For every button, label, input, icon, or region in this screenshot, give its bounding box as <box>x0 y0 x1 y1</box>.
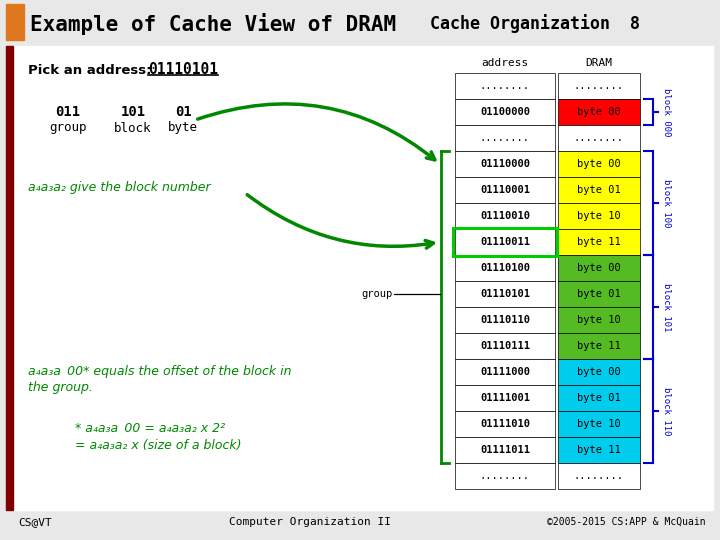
Text: ........: ........ <box>480 81 530 91</box>
Text: ........: ........ <box>574 81 624 91</box>
Text: group: group <box>49 122 86 134</box>
Text: byte 10: byte 10 <box>577 315 621 325</box>
Bar <box>455 437 555 463</box>
Text: byte 10: byte 10 <box>577 419 621 429</box>
Text: byte 00: byte 00 <box>577 263 621 273</box>
Bar <box>558 307 640 333</box>
Bar <box>558 411 640 437</box>
Bar <box>455 203 555 229</box>
Text: byte 01: byte 01 <box>577 289 621 299</box>
Bar <box>558 99 640 125</box>
Text: 01110111: 01110111 <box>480 341 530 351</box>
Text: byte 00: byte 00 <box>577 107 621 117</box>
Bar <box>558 203 640 229</box>
Bar <box>558 151 640 177</box>
Bar <box>558 229 640 255</box>
Text: 01110001: 01110001 <box>480 185 530 195</box>
Text: 01110100: 01110100 <box>480 263 530 273</box>
Text: 01: 01 <box>175 105 192 119</box>
Text: a₄a₃a 00* equals the offset of the block in: a₄a₃a 00* equals the offset of the block… <box>28 366 292 379</box>
Bar <box>455 385 555 411</box>
Text: DRAM: DRAM <box>585 58 613 68</box>
Text: byte 11: byte 11 <box>577 445 621 455</box>
Bar <box>13 46 713 510</box>
Text: 01110110: 01110110 <box>480 315 530 325</box>
Bar <box>455 281 555 307</box>
Text: ........: ........ <box>574 471 624 481</box>
Text: byte 01: byte 01 <box>577 185 621 195</box>
Bar <box>558 359 640 385</box>
Bar <box>455 307 555 333</box>
Bar <box>455 151 555 177</box>
Bar <box>455 359 555 385</box>
Text: 01111011: 01111011 <box>480 445 530 455</box>
Bar <box>455 463 555 489</box>
Bar <box>558 177 640 203</box>
Bar <box>558 333 640 359</box>
Text: 01100000: 01100000 <box>480 107 530 117</box>
Bar <box>6 4 24 40</box>
Text: byte 11: byte 11 <box>577 341 621 351</box>
Text: Computer Organization II: Computer Organization II <box>229 517 391 527</box>
Text: 01110010: 01110010 <box>480 211 530 221</box>
Text: 01111001: 01111001 <box>480 393 530 403</box>
Bar <box>455 333 555 359</box>
Text: the group.: the group. <box>28 381 93 395</box>
Text: * a₄a₃a 00 = a₄a₃a₂ x 2²: * a₄a₃a 00 = a₄a₃a₂ x 2² <box>75 422 225 435</box>
Text: 101: 101 <box>120 105 145 119</box>
Text: ........: ........ <box>574 133 624 143</box>
Text: block 000: block 000 <box>662 88 670 136</box>
Text: ........: ........ <box>480 471 530 481</box>
Text: block 100: block 100 <box>662 179 670 227</box>
Text: 01111000: 01111000 <box>480 367 530 377</box>
Bar <box>455 255 555 281</box>
Text: 01111010: 01111010 <box>480 419 530 429</box>
Text: 01110000: 01110000 <box>480 159 530 169</box>
Text: 01110101: 01110101 <box>480 289 530 299</box>
Bar <box>455 73 555 99</box>
Bar <box>558 385 640 411</box>
Text: byte 00: byte 00 <box>577 367 621 377</box>
Text: byte 01: byte 01 <box>577 393 621 403</box>
Text: block: block <box>114 122 152 134</box>
Text: group: group <box>361 289 393 299</box>
Bar <box>455 411 555 437</box>
Text: 011: 011 <box>55 105 81 119</box>
Bar <box>558 281 640 307</box>
Text: 01110101: 01110101 <box>148 63 218 78</box>
Text: ........: ........ <box>480 133 530 143</box>
Bar <box>455 229 555 255</box>
Bar <box>558 73 640 99</box>
Text: byte: byte <box>168 122 198 134</box>
Text: Example of Cache View of DRAM: Example of Cache View of DRAM <box>30 13 396 35</box>
Text: a₄a₃a₂ give the block number: a₄a₃a₂ give the block number <box>28 181 211 194</box>
Bar <box>558 463 640 489</box>
Text: Pick an address:: Pick an address: <box>28 64 151 77</box>
Text: = a₄a₃a₂ x (size of a block): = a₄a₃a₂ x (size of a block) <box>75 440 241 453</box>
Text: block 110: block 110 <box>662 387 670 435</box>
Bar <box>6 46 13 510</box>
Text: byte 00: byte 00 <box>577 159 621 169</box>
Bar <box>455 177 555 203</box>
Text: ©2005-2015 CS:APP & McQuain: ©2005-2015 CS:APP & McQuain <box>547 517 706 527</box>
Text: CS@VT: CS@VT <box>18 517 52 527</box>
Text: block 101: block 101 <box>662 283 670 331</box>
Bar <box>455 125 555 151</box>
Bar <box>558 437 640 463</box>
Bar <box>558 255 640 281</box>
Bar <box>453 228 557 256</box>
Text: byte 11: byte 11 <box>577 237 621 247</box>
Text: 01110011: 01110011 <box>480 237 530 247</box>
Bar <box>558 125 640 151</box>
Text: byte 10: byte 10 <box>577 211 621 221</box>
Text: address: address <box>482 58 528 68</box>
Bar <box>455 99 555 125</box>
Text: Cache Organization  8: Cache Organization 8 <box>430 15 640 33</box>
